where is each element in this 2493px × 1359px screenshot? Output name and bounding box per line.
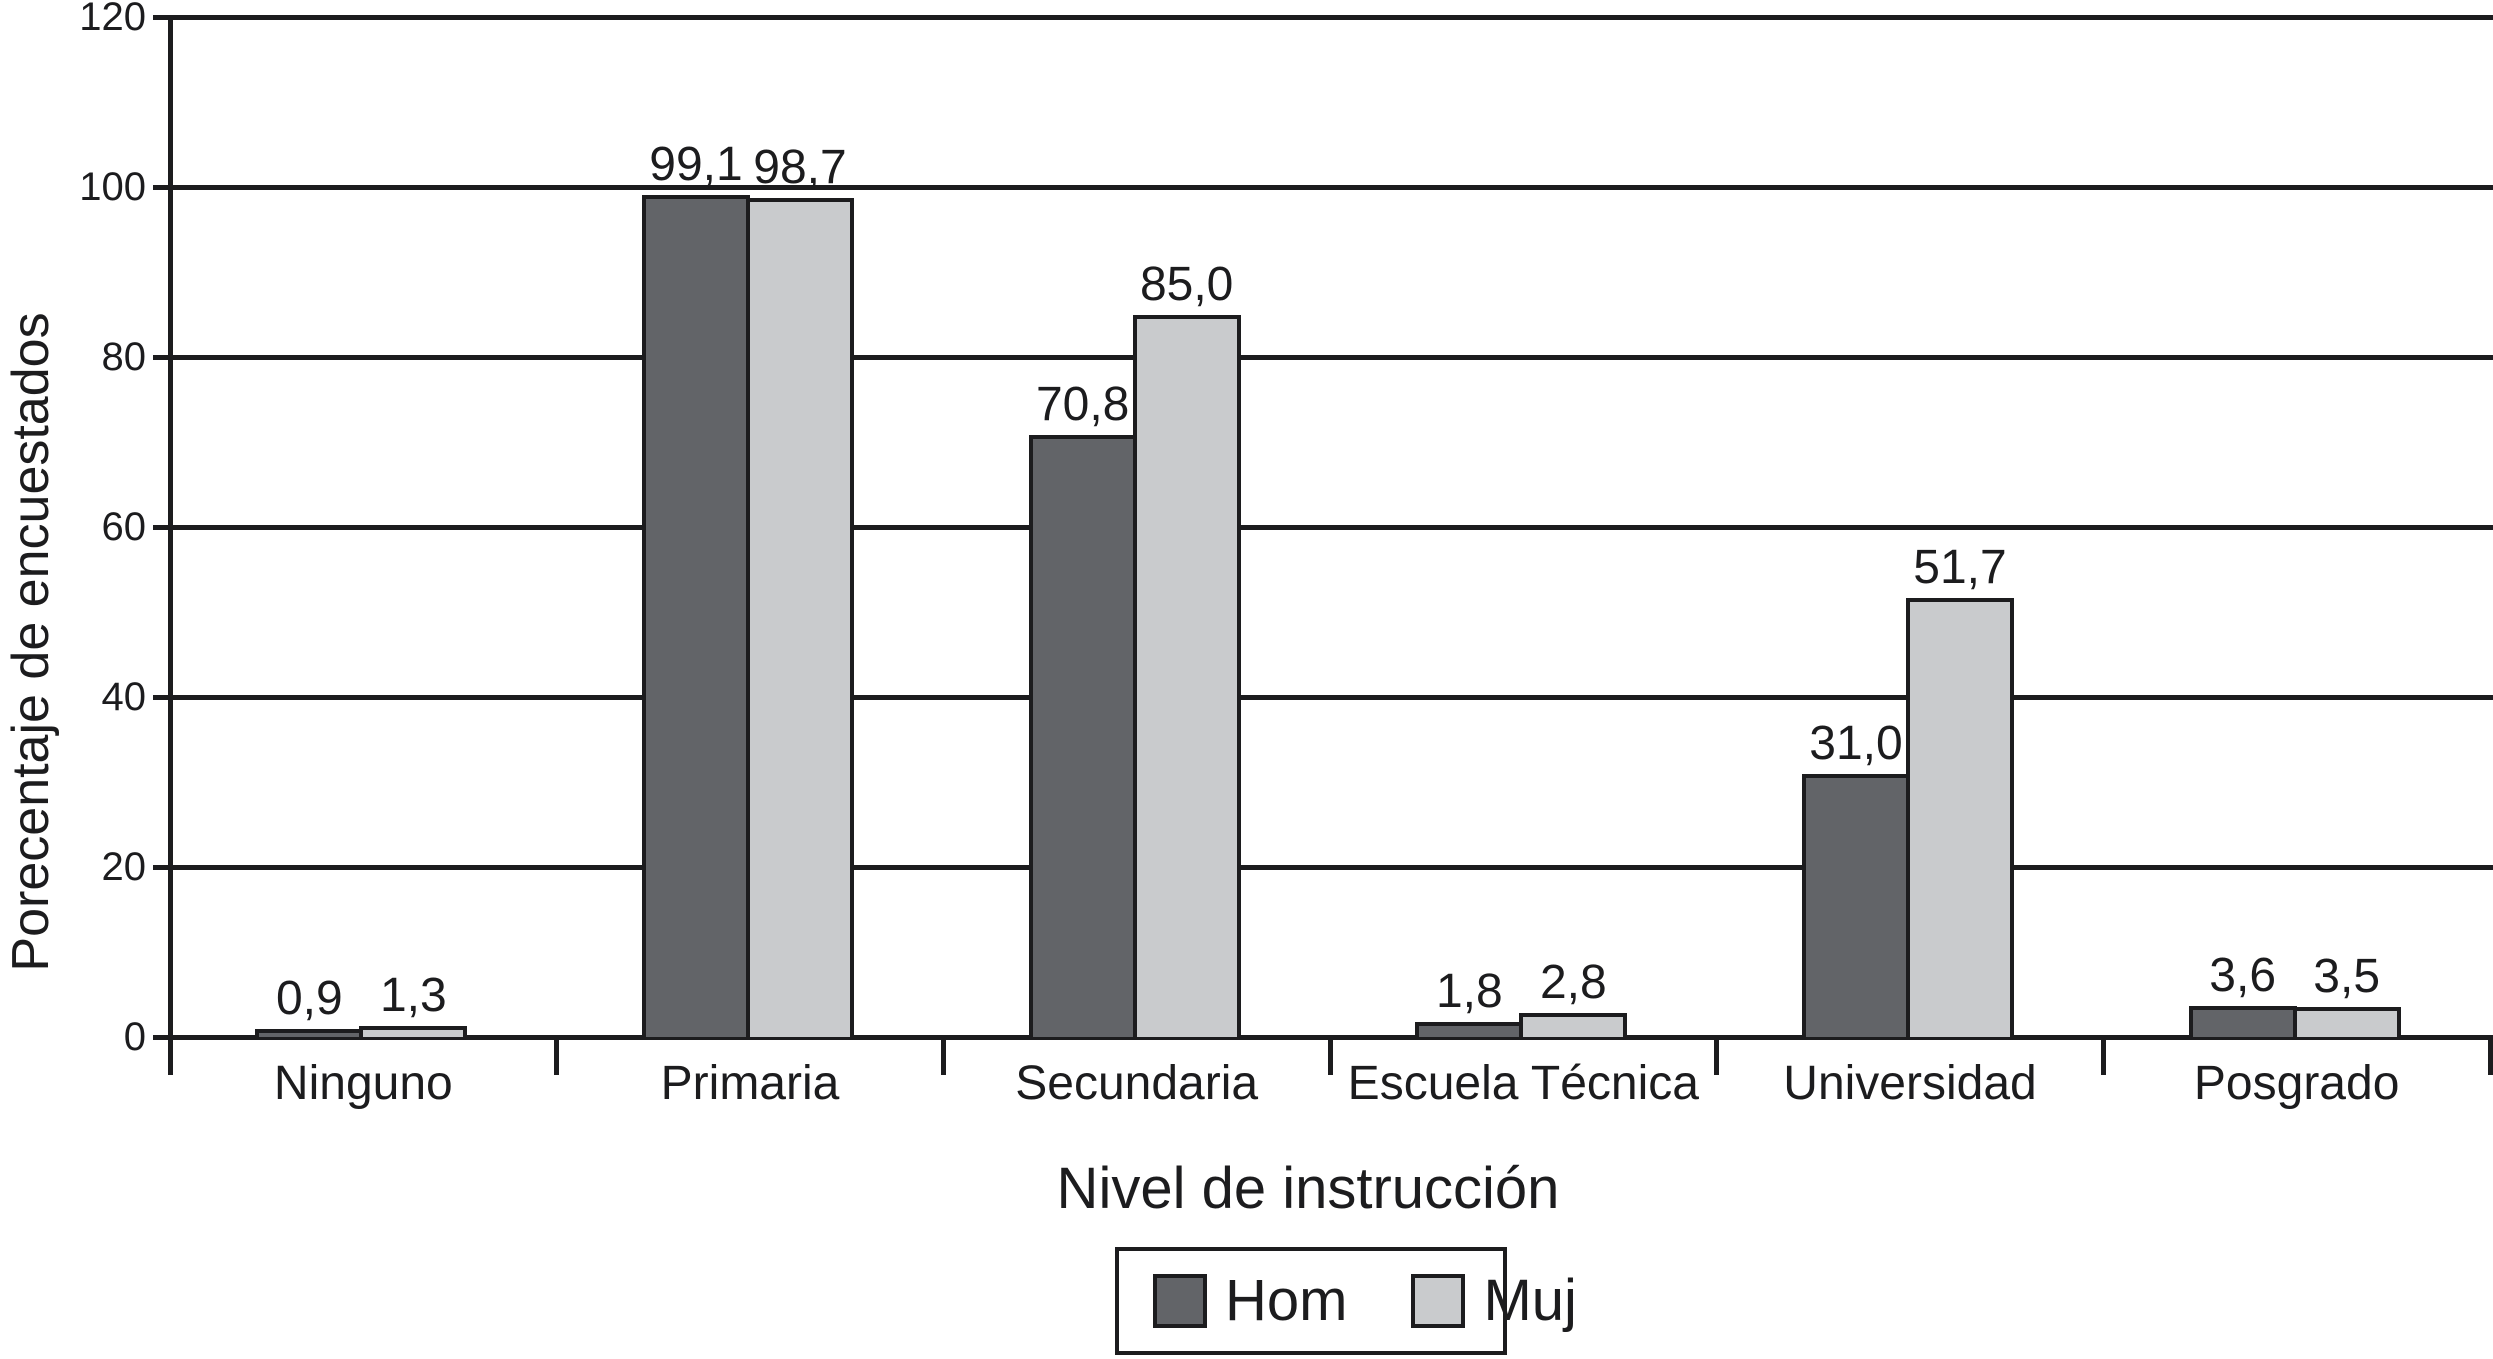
y-tick bbox=[153, 354, 170, 360]
bar-hom bbox=[642, 194, 750, 1037]
x-category-label: Escuela Técnica bbox=[1347, 1057, 1699, 1110]
x-category-label: Ninguno bbox=[273, 1057, 453, 1110]
x-tick bbox=[554, 1034, 560, 1075]
y-tick-label: 20 bbox=[101, 845, 147, 889]
x-category-label: Universidad bbox=[1783, 1057, 2037, 1110]
bar-value-label: 3,5 bbox=[2313, 950, 2381, 1004]
bar-muj bbox=[1132, 314, 1241, 1037]
x-tick bbox=[940, 1034, 946, 1075]
bar-value-label: 0,9 bbox=[275, 972, 343, 1026]
bar-hom bbox=[1802, 773, 1910, 1037]
bar-value-label: 98,7 bbox=[753, 141, 847, 195]
gridline bbox=[170, 864, 2493, 870]
y-tick-label: 100 bbox=[79, 165, 146, 209]
y-axis-line bbox=[167, 14, 173, 1075]
gridline bbox=[170, 184, 2493, 190]
bar-hom bbox=[1415, 1021, 1524, 1037]
bar-hom bbox=[255, 1029, 364, 1037]
gridline bbox=[170, 694, 2493, 700]
x-category-label: Primaria bbox=[660, 1057, 840, 1110]
x-category-label: Secundaria bbox=[1015, 1057, 1259, 1110]
x-axis-title: Nivel de instrucción bbox=[1056, 1156, 1560, 1221]
bar-value-label: 3,6 bbox=[2209, 949, 2277, 1003]
bar-value-label: 85,0 bbox=[1139, 257, 1234, 311]
x-tick bbox=[1714, 1034, 1720, 1075]
y-tick bbox=[153, 184, 170, 190]
bar-value-label: 70,8 bbox=[1035, 378, 1130, 432]
legend-swatch-muj bbox=[1411, 1274, 1466, 1328]
bar-value-label: 2,8 bbox=[1539, 956, 1607, 1010]
x-tick bbox=[2100, 1034, 2106, 1075]
bar-value-label: 51,7 bbox=[1913, 540, 2007, 594]
bar-value-label: 1,3 bbox=[379, 968, 447, 1022]
x-tick bbox=[2487, 1034, 2493, 1075]
legend-entry-hom: Hom bbox=[1153, 1272, 1347, 1330]
gridline bbox=[170, 14, 2493, 20]
bar-muj bbox=[746, 198, 854, 1037]
y-tick-label: 120 bbox=[79, 0, 146, 39]
y-tick bbox=[153, 1034, 170, 1040]
legend-label: Muj bbox=[1483, 1268, 1577, 1333]
y-tick bbox=[153, 524, 170, 530]
gridline bbox=[170, 354, 2493, 360]
bar-hom bbox=[1028, 435, 1137, 1037]
bar-value-label: 99,1 bbox=[649, 137, 743, 191]
bar-muj bbox=[1519, 1013, 1628, 1037]
y-tick-label: 80 bbox=[101, 335, 147, 379]
bar-value-label: 31,0 bbox=[1809, 716, 1903, 770]
x-category-label: Posgrado bbox=[2193, 1057, 2400, 1110]
y-tick bbox=[153, 14, 170, 20]
legend-swatch-hom bbox=[1153, 1274, 1207, 1328]
y-tick-label: 0 bbox=[123, 1015, 146, 1059]
y-tick-label: 60 bbox=[101, 505, 147, 549]
y-tick bbox=[153, 864, 170, 870]
y-tick bbox=[153, 694, 170, 700]
legend-label: Hom bbox=[1225, 1268, 1348, 1333]
legend-entry-muj: Muj bbox=[1411, 1268, 1577, 1333]
gridline bbox=[170, 524, 2493, 530]
bar-muj bbox=[1906, 597, 2014, 1037]
bar-muj bbox=[359, 1025, 468, 1037]
bar-value-label: 1,8 bbox=[1435, 964, 1503, 1018]
legend: Hom Muj bbox=[1115, 1247, 1577, 1355]
bar-muj bbox=[2292, 1007, 2401, 1037]
y-tick-label: 40 bbox=[101, 675, 147, 719]
x-tick bbox=[1327, 1034, 1333, 1075]
bar-hom bbox=[2188, 1006, 2297, 1037]
